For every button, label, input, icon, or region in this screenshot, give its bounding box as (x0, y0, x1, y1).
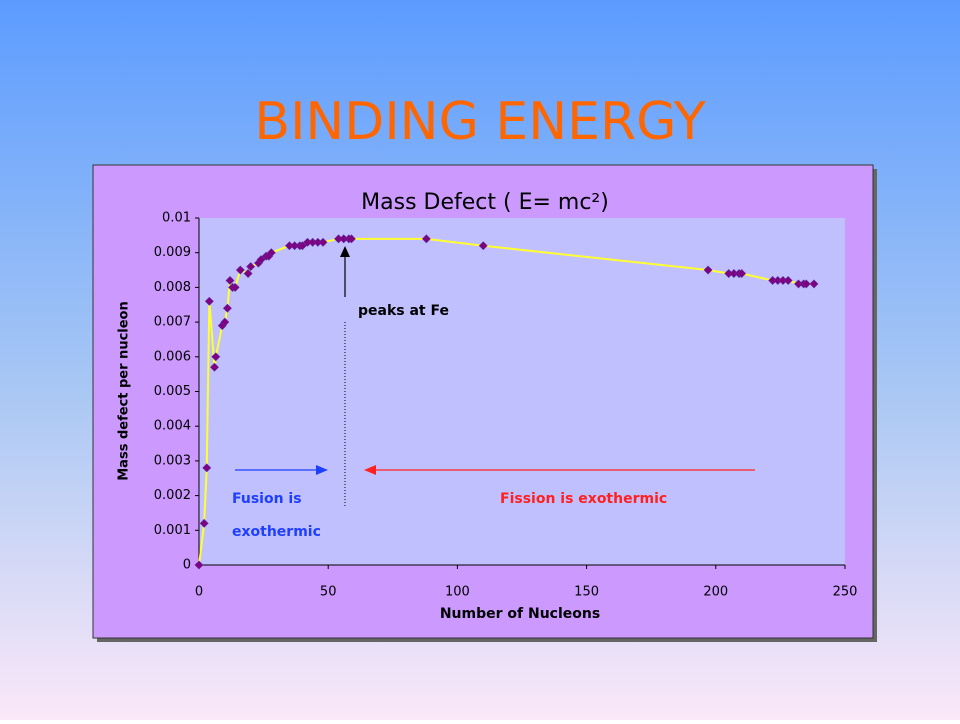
data-point (809, 279, 819, 289)
data-point (347, 234, 356, 244)
data-point (256, 255, 266, 265)
chart-title: Mass Defect ( E= mc²) (361, 190, 609, 215)
x-tick-label: 150 (574, 585, 599, 600)
data-point (243, 269, 253, 278)
data-point (210, 362, 219, 372)
fusion-arrowhead (316, 465, 328, 475)
data-point (318, 237, 328, 247)
y-tick-label: 0.007 (154, 315, 191, 330)
annotation: Fission is exothermic (500, 491, 667, 507)
data-point (235, 265, 245, 275)
x-tick-label: 50 (320, 585, 337, 600)
slide-title: BINDING ENERGY (254, 92, 705, 152)
data-point (783, 276, 793, 285)
x-tick-label: 250 (833, 585, 858, 600)
y-tick-label: 0 (183, 558, 191, 573)
y-tick-label: 0.009 (154, 245, 191, 260)
data-point (230, 282, 240, 292)
data-point (202, 463, 212, 473)
data-point (297, 241, 307, 251)
data-point (266, 248, 276, 258)
peak-arrowhead (340, 246, 350, 257)
annotation: exothermic (232, 524, 321, 540)
y-tick-label: 0.003 (154, 453, 191, 468)
data-point (703, 265, 713, 275)
fission-arrowhead (364, 465, 376, 475)
data-point (225, 276, 235, 285)
data-point (801, 279, 811, 289)
data-point (220, 317, 230, 327)
y-tick-label: 0.01 (162, 211, 191, 226)
y-tick-label: 0.006 (154, 349, 191, 364)
data-point (199, 518, 209, 528)
data-point (737, 269, 747, 278)
plot: 0 0.001 0.002 0.003 0.004 0.005 0.006 0.007 0.00… (154, 211, 858, 600)
data-point (204, 296, 214, 306)
data-point (478, 241, 488, 251)
x-tick-label: 0 (195, 585, 203, 600)
x-tick-label: 100 (445, 585, 470, 600)
plot-area (199, 218, 845, 565)
y-tick-label: 0.001 (154, 523, 191, 538)
y-tick-label: 0.005 (154, 384, 191, 399)
data-point (211, 352, 221, 362)
y-tick-label: 0.004 (154, 419, 191, 434)
data-point (246, 262, 256, 272)
data-point (421, 234, 431, 244)
x-axis-title: Number of Nucleons (440, 606, 600, 622)
y-tick-label: 0.002 (154, 488, 191, 503)
data-point (222, 303, 232, 313)
y-tick-label: 0.008 (154, 280, 191, 295)
annotation: peaks at Fe (358, 303, 449, 319)
data-point (194, 560, 204, 570)
x-tick-label: 200 (703, 585, 728, 600)
y-axis-title: Mass defect per nucleon (117, 301, 132, 481)
annotation: Fusion is (232, 491, 302, 507)
